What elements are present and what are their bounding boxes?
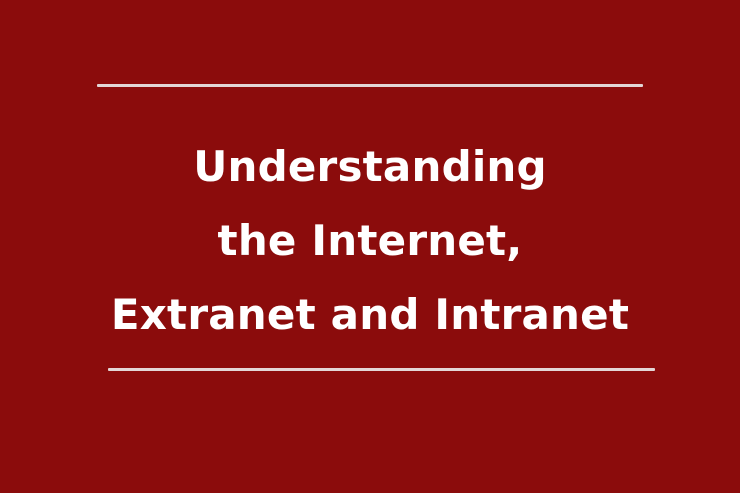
title-line-3: Extranet and Intranet — [110, 290, 630, 339]
title-line-2: the Internet, — [217, 216, 523, 265]
bottom-divider — [108, 368, 655, 371]
title-line-1: Understanding — [193, 142, 547, 191]
top-divider — [97, 84, 643, 87]
card-title: Understanding the Internet, Extranet and… — [0, 130, 740, 352]
